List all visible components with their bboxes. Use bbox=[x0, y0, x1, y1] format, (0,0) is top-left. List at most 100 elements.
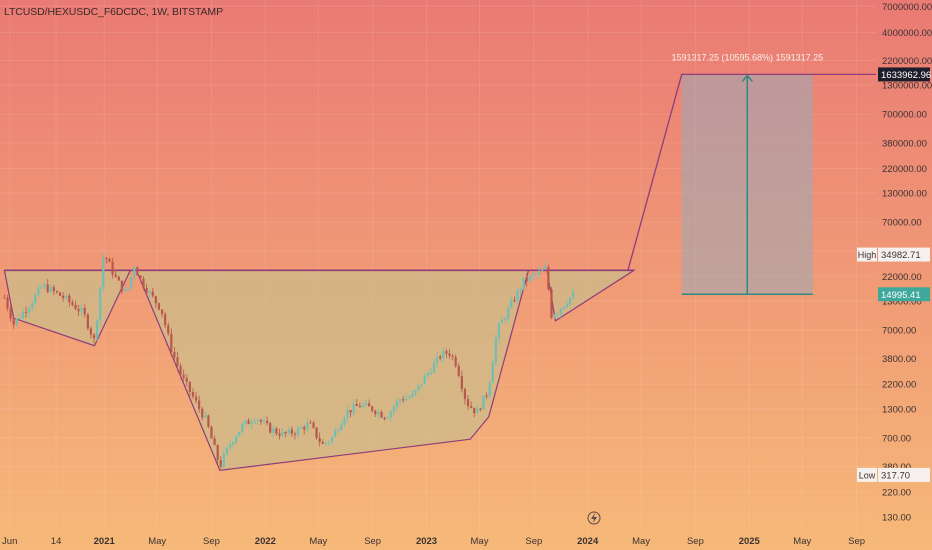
candle bbox=[65, 293, 68, 301]
candle bbox=[12, 316, 15, 329]
candle-body bbox=[173, 352, 176, 358]
candle bbox=[114, 269, 117, 278]
candle bbox=[491, 359, 494, 383]
candle-body bbox=[9, 308, 12, 319]
candle bbox=[544, 261, 547, 271]
candle bbox=[392, 403, 395, 417]
candle bbox=[225, 446, 229, 456]
candle-body bbox=[216, 445, 219, 461]
candle-body bbox=[244, 420, 247, 425]
candle-body bbox=[24, 311, 28, 313]
candle-body bbox=[485, 395, 488, 397]
candle bbox=[213, 435, 216, 446]
projection-arrow-head bbox=[741, 74, 753, 82]
candle-body bbox=[102, 257, 105, 288]
candle-body bbox=[80, 307, 83, 312]
candle bbox=[170, 328, 173, 356]
candle-body bbox=[222, 454, 225, 467]
candle bbox=[411, 390, 414, 399]
candle bbox=[182, 369, 185, 382]
candle-body bbox=[550, 288, 553, 318]
candle bbox=[269, 421, 272, 434]
candle-body bbox=[142, 278, 145, 288]
candle bbox=[247, 418, 250, 425]
candle bbox=[448, 349, 451, 360]
candle-body bbox=[123, 289, 127, 292]
candle bbox=[572, 286, 575, 301]
candle-body bbox=[117, 276, 120, 281]
price-badge-current-box bbox=[878, 287, 930, 302]
candle bbox=[451, 353, 454, 361]
candle-body bbox=[510, 300, 513, 308]
candle bbox=[92, 333, 96, 344]
candle bbox=[235, 434, 238, 445]
candle bbox=[324, 441, 327, 447]
candle-body bbox=[380, 411, 383, 418]
candle-body bbox=[71, 302, 74, 305]
candle-body bbox=[402, 399, 405, 401]
candle-body bbox=[225, 447, 229, 455]
candle bbox=[488, 381, 491, 399]
candle bbox=[510, 295, 513, 310]
candle bbox=[358, 402, 361, 408]
candle bbox=[562, 306, 565, 310]
candle bbox=[402, 395, 405, 403]
candle-body bbox=[470, 406, 473, 408]
candle bbox=[389, 409, 392, 423]
candle-body bbox=[269, 423, 272, 433]
candle bbox=[68, 293, 71, 307]
candle bbox=[210, 425, 213, 439]
candle bbox=[232, 440, 235, 447]
candle-body bbox=[309, 422, 312, 424]
candle-body bbox=[556, 313, 559, 316]
price-badge-high-tag-box bbox=[857, 247, 877, 262]
candle-body bbox=[454, 357, 457, 366]
lightning-icon[interactable] bbox=[587, 511, 601, 525]
candle-body bbox=[74, 304, 77, 310]
candle bbox=[534, 272, 538, 280]
candle-body bbox=[130, 276, 133, 288]
candle bbox=[96, 318, 99, 342]
candle-body bbox=[371, 406, 374, 411]
candle-body bbox=[12, 318, 15, 325]
candle-body bbox=[572, 291, 575, 298]
x-tick-label: 2024 bbox=[577, 536, 599, 547]
candle bbox=[253, 418, 256, 425]
candle-body bbox=[253, 421, 256, 423]
candle-body bbox=[52, 286, 55, 292]
candle bbox=[290, 426, 293, 438]
candle-body bbox=[46, 284, 49, 293]
candle bbox=[262, 415, 266, 424]
candle-body bbox=[148, 291, 151, 294]
candle bbox=[43, 282, 46, 290]
price-badge-low-value: 317.70 bbox=[881, 470, 910, 481]
y-tick-label: 7000.00 bbox=[882, 325, 916, 336]
candle-body bbox=[232, 441, 235, 445]
candle-body bbox=[457, 365, 460, 376]
candle-body bbox=[287, 429, 290, 434]
candle-body bbox=[330, 437, 334, 442]
candle-body bbox=[92, 334, 96, 339]
candle bbox=[281, 428, 284, 438]
candle bbox=[327, 440, 331, 446]
candle-body bbox=[507, 307, 510, 319]
candle-body bbox=[528, 275, 531, 282]
candle bbox=[157, 302, 161, 311]
candle-body bbox=[31, 303, 34, 308]
candle bbox=[364, 400, 368, 407]
candle bbox=[426, 370, 429, 379]
candle bbox=[565, 301, 569, 309]
candle bbox=[71, 299, 74, 307]
candle-body bbox=[262, 420, 266, 422]
candle bbox=[293, 431, 297, 440]
candle-body bbox=[343, 417, 346, 425]
candle-body bbox=[405, 398, 408, 401]
x-tick-label: Sep bbox=[525, 536, 542, 547]
candle-body bbox=[377, 411, 380, 415]
candle bbox=[346, 404, 349, 423]
x-tick-label: 2021 bbox=[94, 536, 116, 547]
candle bbox=[99, 286, 102, 326]
candle-body bbox=[522, 277, 525, 290]
symbol-title: LTCUSD/HEXUSDC_F6DCDC, 1W, BITSTAMP bbox=[4, 6, 223, 18]
price-badge-current-value: 14995.41 bbox=[881, 290, 921, 301]
